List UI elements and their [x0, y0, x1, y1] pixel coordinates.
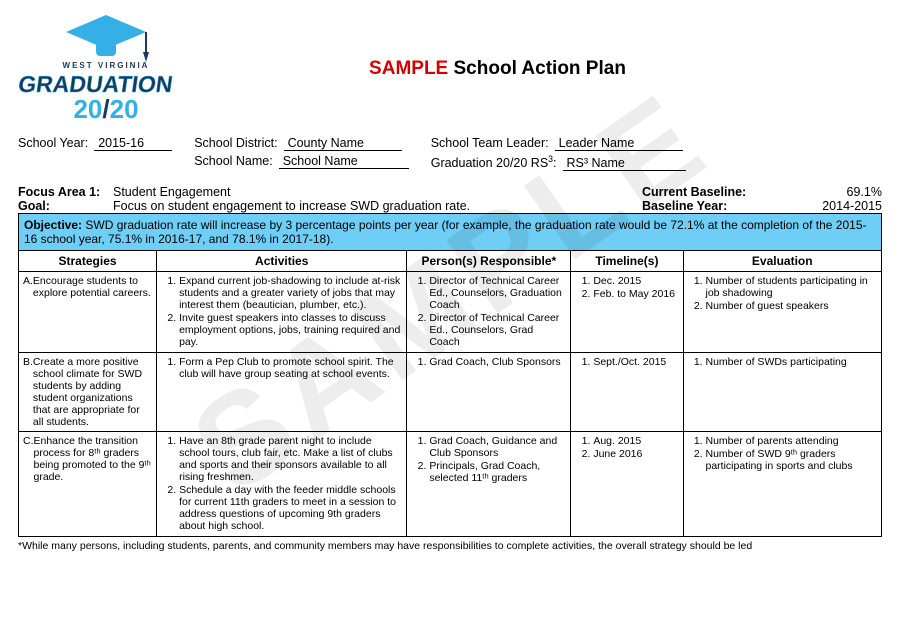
rs3-label: Graduation 20/20 RS3: [431, 154, 557, 170]
team-leader-value: Leader Name [555, 136, 683, 151]
table-row: C.Enhance the transition process for 8ᵗʰ… [19, 432, 882, 537]
table-row: A.Encourage students to explore potentia… [19, 272, 882, 353]
baseline-year-value: 2014-2015 [822, 199, 882, 213]
footnote: *While many persons, including students,… [18, 540, 882, 552]
focus-area-value: Student Engagement [113, 185, 230, 199]
school-name-value: School Name [279, 154, 409, 169]
baseline-year-label: Baseline Year: [642, 199, 727, 213]
title-rest: School Action Plan [448, 58, 626, 79]
svg-text:WEST VIRGINIA: WEST VIRGINIA [63, 61, 150, 70]
table-row: B.Create a more positive school climate … [19, 353, 882, 432]
col-activities: Activities [157, 251, 407, 272]
school-district-label: School District: [194, 136, 277, 150]
rs3-value: RS³ Name [563, 156, 686, 171]
focus-area-label: Focus Area 1: [18, 185, 113, 199]
header: WEST VIRGINIA GRADUATION 20/20 SAMPLE Sc… [18, 10, 882, 128]
objective-row: Objective: SWD graduation rate will incr… [19, 214, 882, 251]
table-header-row: Strategies Activities Person(s) Responsi… [19, 251, 882, 272]
col-responsible: Person(s) Responsible* [407, 251, 571, 272]
school-year-label: School Year: [18, 136, 88, 150]
col-strategies: Strategies [19, 251, 157, 272]
graduation-2020-logo: WEST VIRGINIA GRADUATION 20/20 [18, 10, 193, 128]
svg-text:20/20: 20/20 [73, 94, 138, 124]
goal-value: Focus on student engagement to increase … [113, 199, 470, 213]
col-evaluation: Evaluation [683, 251, 882, 272]
action-plan-table: Objective: SWD graduation rate will incr… [18, 213, 882, 537]
goal-label: Goal: [18, 199, 113, 213]
school-district-value: County Name [284, 136, 402, 151]
col-timelines: Timeline(s) [571, 251, 683, 272]
baseline-value: 69.1% [847, 185, 882, 199]
team-leader-label: School Team Leader: [431, 136, 549, 150]
title-prefix: SAMPLE [369, 58, 448, 79]
school-year-value: 2015-16 [94, 136, 172, 151]
focus-goal-block: Focus Area 1:Student Engagement Goal:Foc… [18, 185, 882, 213]
baseline-label: Current Baseline: [642, 185, 746, 199]
info-fields: School Year: 2015-16 School District: Co… [18, 136, 882, 171]
school-name-label: School Name: [194, 154, 273, 168]
page-title: SAMPLE School Action Plan [233, 58, 882, 80]
